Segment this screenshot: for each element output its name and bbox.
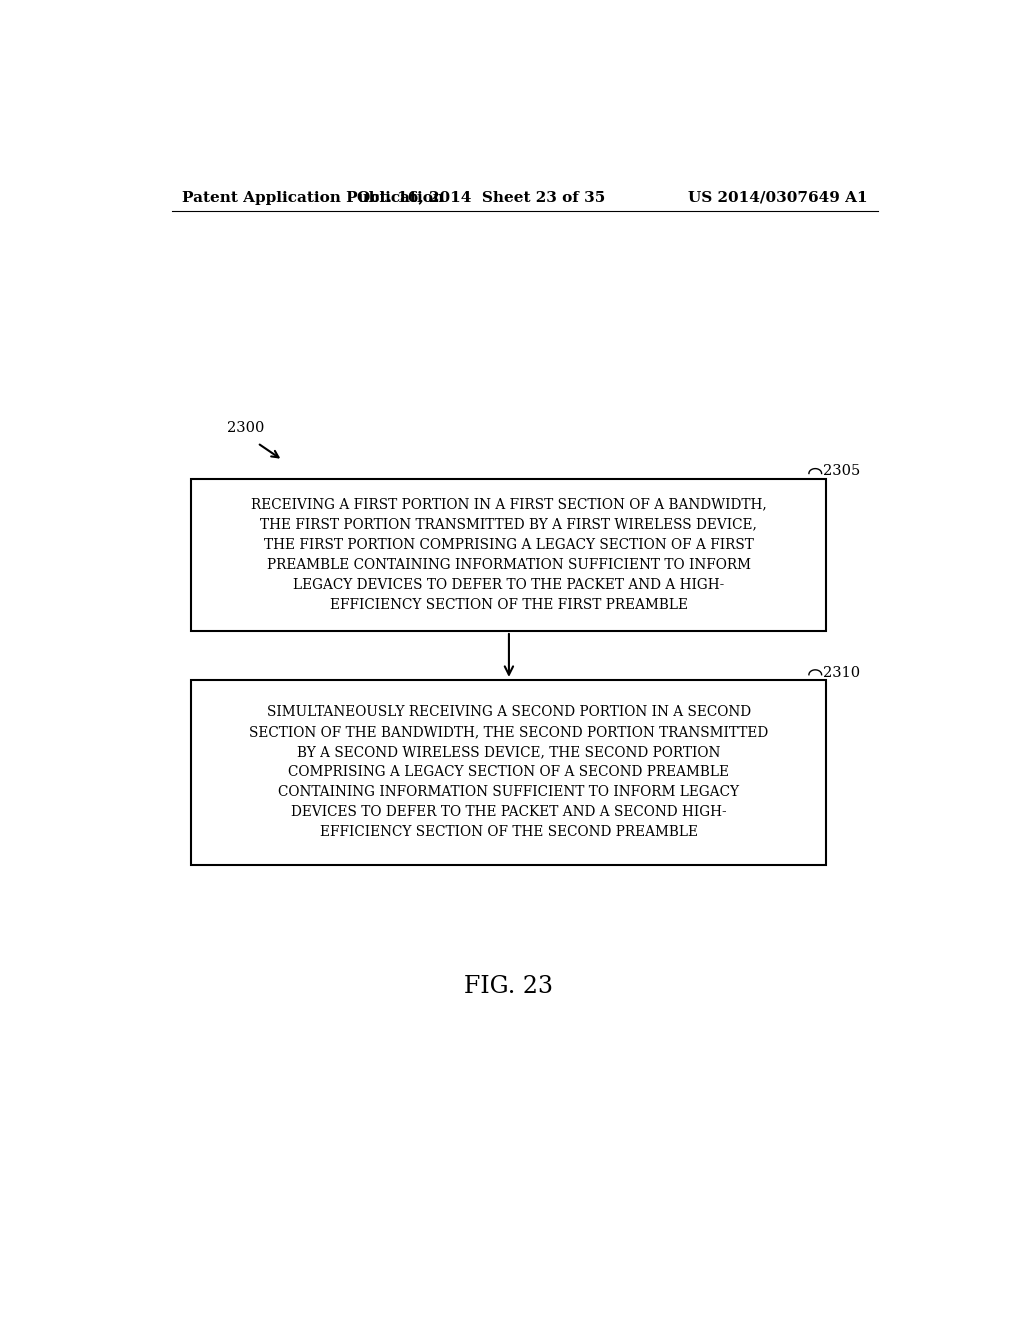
Text: 2305: 2305 (823, 465, 860, 478)
Text: Oct. 16, 2014  Sheet 23 of 35: Oct. 16, 2014 Sheet 23 of 35 (357, 190, 605, 205)
Text: US 2014/0307649 A1: US 2014/0307649 A1 (688, 190, 867, 205)
Text: 2310: 2310 (823, 665, 860, 680)
Text: RECEIVING A FIRST PORTION IN A FIRST SECTION OF A BANDWIDTH,
THE FIRST PORTION T: RECEIVING A FIRST PORTION IN A FIRST SEC… (251, 498, 767, 612)
Text: 2300: 2300 (227, 421, 264, 434)
Text: FIG. 23: FIG. 23 (465, 975, 553, 998)
Bar (191, 479, 826, 631)
Text: SIMULTANEOUSLY RECEIVING A SECOND PORTION IN A SECOND
SECTION OF THE BANDWIDTH, : SIMULTANEOUSLY RECEIVING A SECOND PORTIO… (249, 705, 769, 840)
Text: Patent Application Publication: Patent Application Publication (182, 190, 444, 205)
Bar (191, 680, 826, 865)
